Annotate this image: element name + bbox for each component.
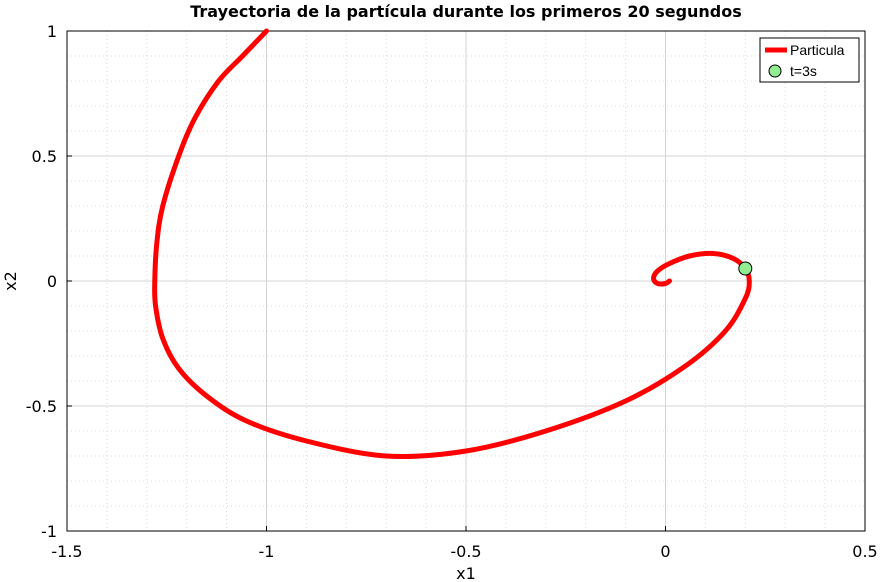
grid bbox=[66, 30, 866, 532]
series-point-particula bbox=[667, 261, 672, 266]
series-point-particula bbox=[153, 303, 158, 309]
series-point-particula bbox=[160, 203, 165, 209]
series-point-particula bbox=[154, 241, 159, 246]
series-point-particula bbox=[687, 253, 692, 259]
series-point-particula bbox=[463, 448, 469, 454]
marker-t3s bbox=[738, 261, 753, 276]
y-tick-label: 1 bbox=[47, 22, 57, 41]
y-tick-label: 0.5 bbox=[32, 147, 57, 166]
series-point-particula bbox=[264, 28, 269, 34]
series-point-particula bbox=[747, 278, 752, 284]
series-point-particula bbox=[216, 78, 221, 84]
legend: Particula t=3s bbox=[759, 37, 860, 83]
x-tick-label: -0.5 bbox=[450, 542, 481, 561]
series-point-particula bbox=[683, 363, 688, 369]
series-point-particula bbox=[384, 453, 389, 459]
x-axis-label: x1 bbox=[456, 564, 476, 582]
series-point-particula bbox=[543, 428, 548, 434]
series-point-particula bbox=[304, 438, 309, 444]
series-point-particula bbox=[192, 116, 197, 121]
series-point-particula bbox=[723, 328, 728, 334]
series-point-particula bbox=[152, 278, 157, 284]
legend-label-t3s: t=3s bbox=[790, 63, 817, 79]
x-tick-label: -1.5 bbox=[51, 542, 82, 561]
series-point-particula bbox=[204, 393, 209, 399]
series-point-particula bbox=[240, 53, 245, 59]
y-axis-label: x2 bbox=[1, 271, 20, 291]
series-point-particula bbox=[176, 366, 181, 371]
x-tick-label: -1 bbox=[259, 542, 275, 561]
series-point-particula bbox=[176, 153, 181, 159]
series-point-particula bbox=[667, 278, 672, 284]
series-point-particula bbox=[663, 281, 668, 286]
y-tick-label: -0.5 bbox=[26, 397, 57, 416]
series-point-particula bbox=[711, 251, 716, 256]
axis-ticks: -1.5 -1 -0.5 0 0.5-1-0.500.51 bbox=[26, 22, 878, 561]
x-tick-label: 0 bbox=[660, 542, 670, 561]
y-tick-label: -1 bbox=[41, 522, 57, 541]
series-point-particula bbox=[623, 398, 628, 404]
x-tick-label: 0.5 bbox=[852, 542, 877, 561]
series-point-particula bbox=[743, 296, 748, 301]
series-line-particula bbox=[152, 28, 752, 460]
series-point-particula bbox=[731, 256, 736, 261]
legend-label-particula: Particula bbox=[790, 42, 845, 58]
chart-title: Trayectoria de la partícula durante los … bbox=[190, 2, 742, 21]
plot-frame bbox=[66, 30, 866, 532]
series-point-particula bbox=[655, 268, 660, 274]
y-tick-label: 0 bbox=[47, 272, 57, 291]
series-point-particula bbox=[651, 276, 656, 281]
series-point-particula bbox=[160, 336, 165, 341]
legend-marker-t3s bbox=[768, 64, 782, 78]
data-layer bbox=[152, 28, 753, 460]
series-point-particula bbox=[655, 281, 660, 286]
series-point-particula bbox=[244, 418, 249, 424]
